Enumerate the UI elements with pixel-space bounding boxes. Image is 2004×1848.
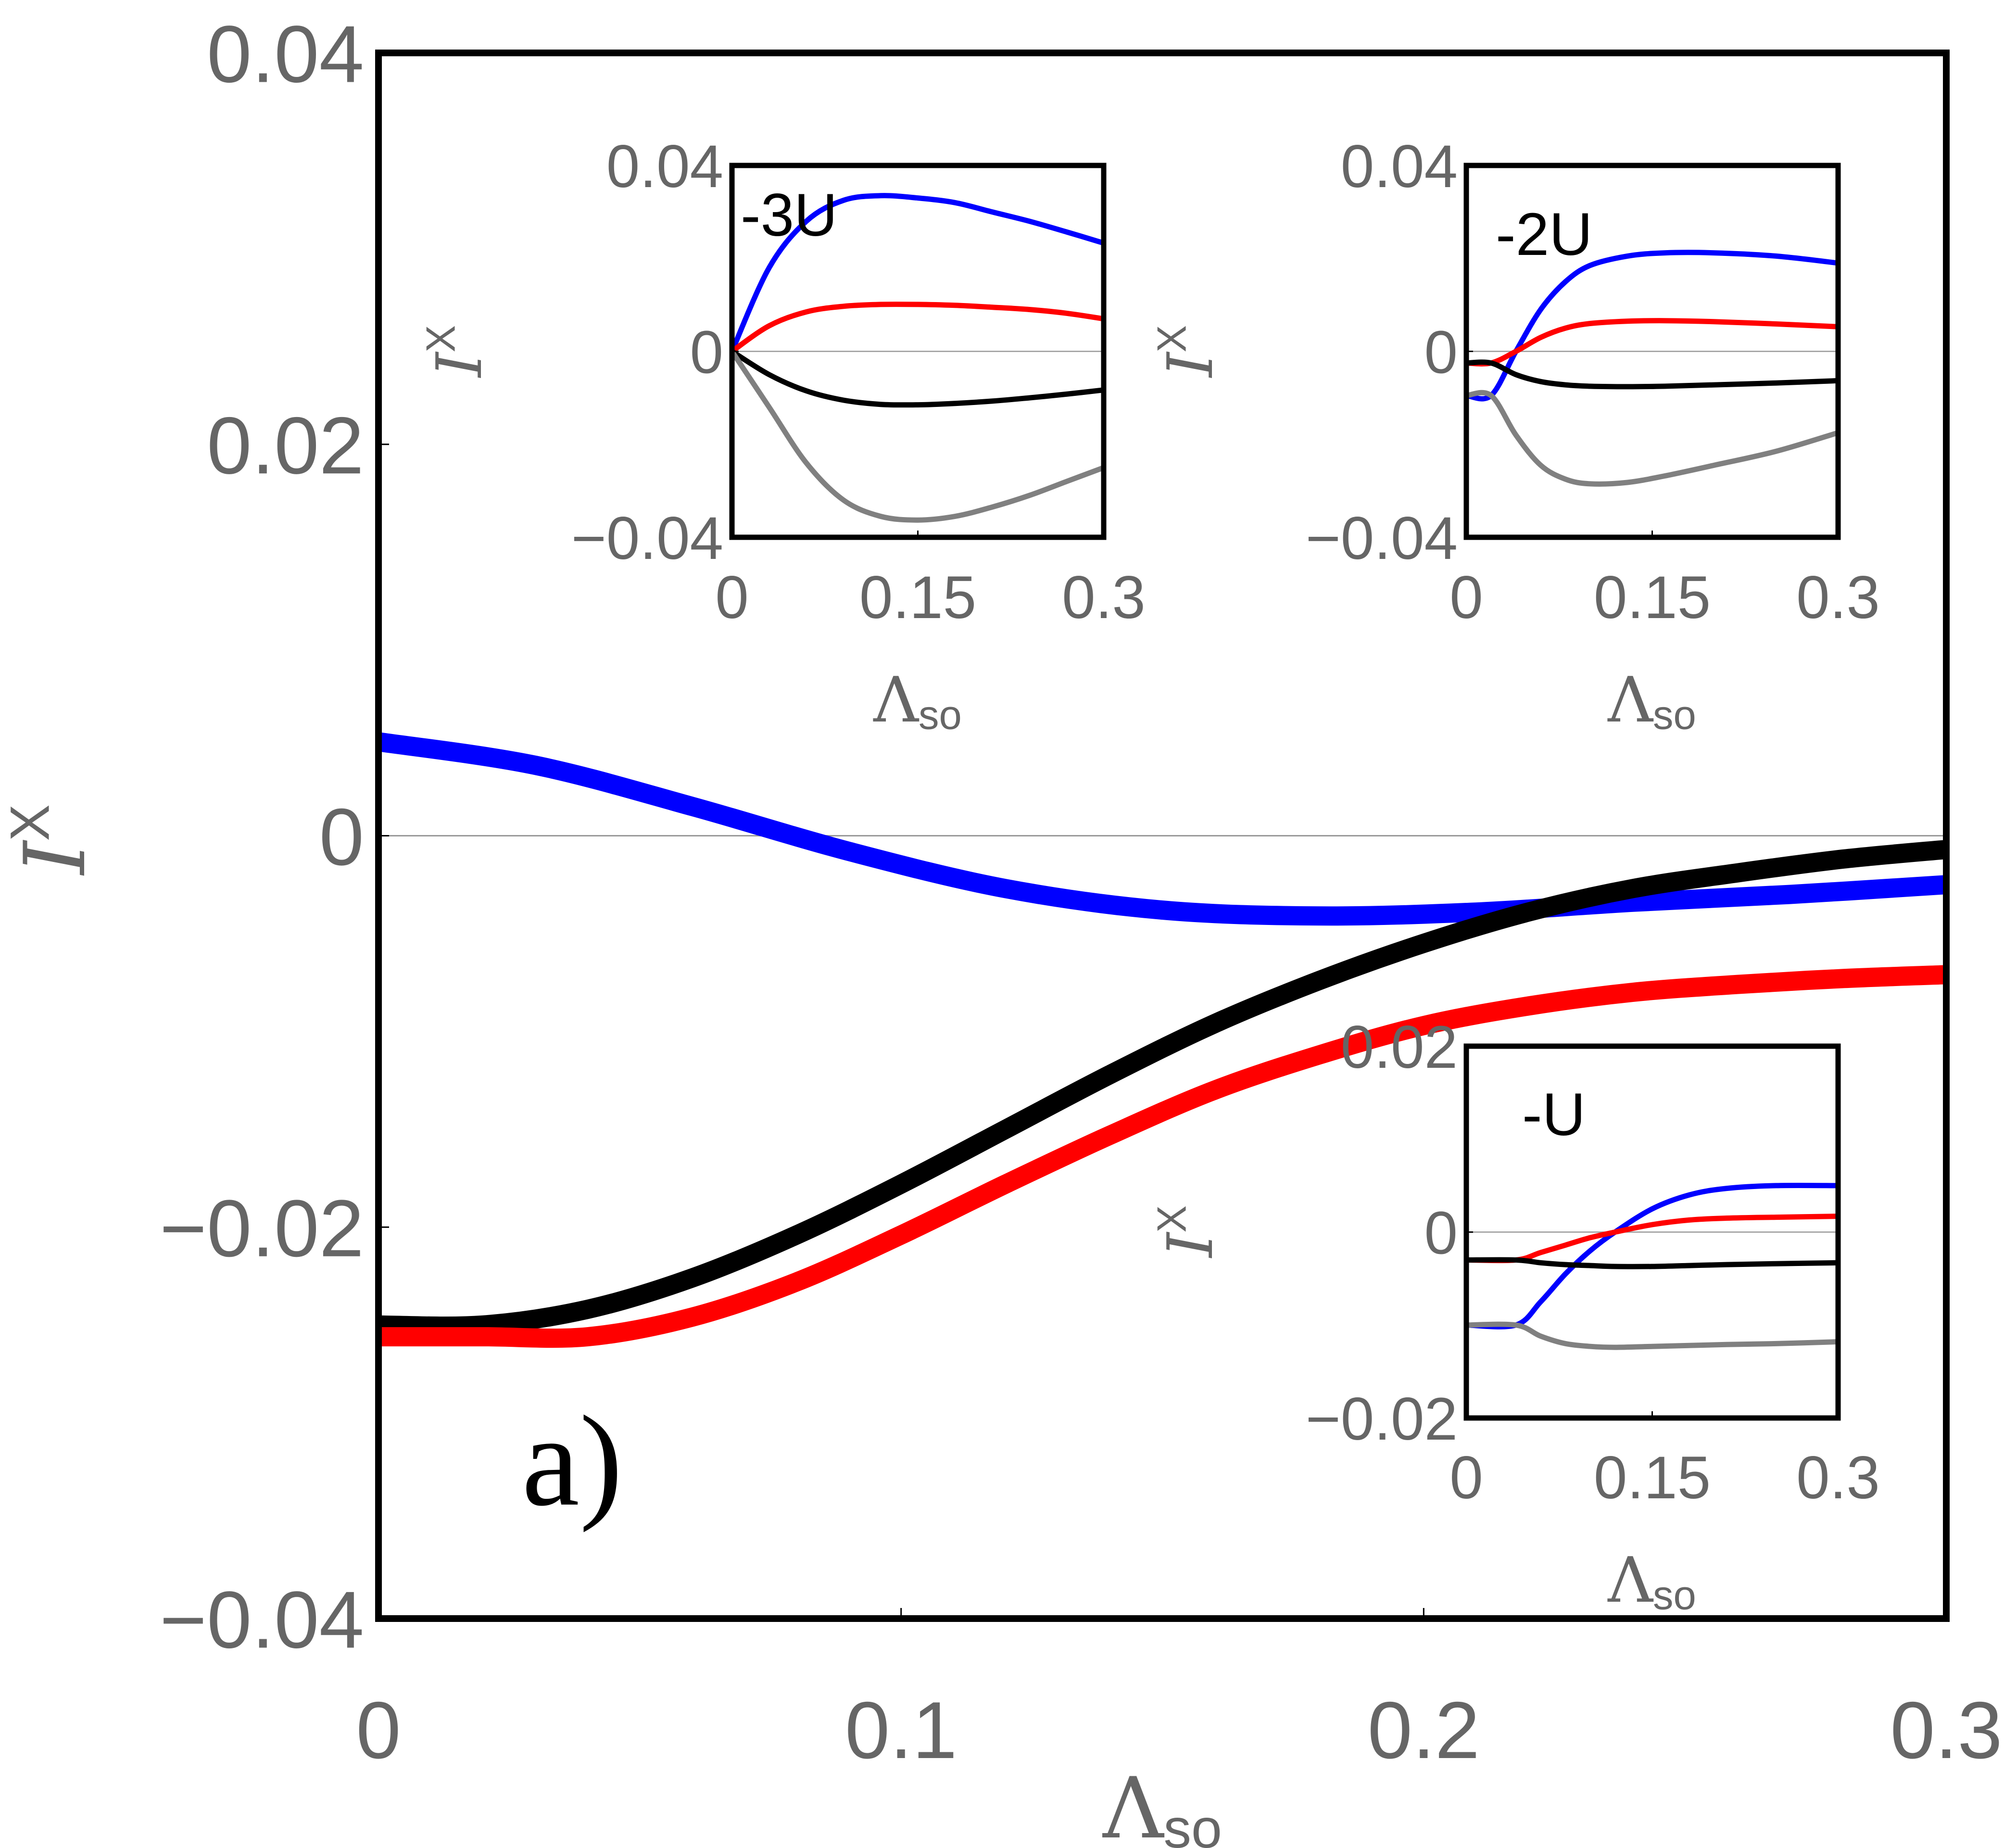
inset-3U-series-black — [732, 349, 1104, 408]
main-xtick-label-0-3: 0.3 — [1890, 1685, 2003, 1775]
main-ytick-label-0-02: 0.02 — [207, 400, 364, 491]
inset-3U-series-blue — [732, 193, 1104, 353]
main-xtick-label-0: 0 — [356, 1685, 401, 1775]
inset-U-xtick-label-0-3: 0.3 — [1796, 1444, 1880, 1511]
inset-U-ytick-label-minus-0-02: −0.02 — [1306, 1386, 1458, 1453]
inset-3U-xtick-label-0-3: 0.3 — [1062, 564, 1146, 631]
inset-2U-y-axis-label: IX — [1149, 325, 1227, 378]
inset-U-series-black — [1466, 1257, 1838, 1269]
inset-2U-ytick-label-0-04: 0.04 — [1341, 133, 1458, 200]
main-ytick-label-0: 0 — [319, 792, 364, 882]
inset-U-ytick-label-0: 0 — [1424, 1200, 1458, 1267]
main-y-axis-label: IX — [0, 804, 104, 876]
inset-U-ytick-label-0-02: 0.02 — [1341, 1014, 1458, 1081]
main-series-group — [378, 732, 1946, 1348]
inset-2U-ytick-label-minus-0-04: −0.04 — [1306, 505, 1458, 572]
inset-U-x-axis-label: Λso — [1607, 1544, 1696, 1619]
inset-3U-series-gray — [732, 350, 1104, 523]
inset-3U-ytick-label-0-04: 0.04 — [606, 133, 723, 200]
main-xtick-label-0-2: 0.2 — [1368, 1685, 1480, 1775]
inset-3U-xtick-label-0: 0 — [715, 564, 749, 631]
inset-3U-x-axis-label: Λso — [873, 663, 962, 738]
inset-U-series-red — [1466, 1214, 1838, 1264]
inset-U-xtick-label-0: 0 — [1449, 1444, 1483, 1511]
main-ytick-label-minus-0-04: −0.04 — [160, 1574, 364, 1665]
main-ytick-label-minus-0-02: −0.02 — [160, 1183, 364, 1274]
inset-2U-xtick-label-0: 0 — [1449, 564, 1483, 631]
inset-3U-xtick-label-0-15: 0.15 — [859, 564, 976, 631]
inset-2U-series-group — [1466, 250, 1838, 487]
inset-U-series-gray — [1466, 1321, 1838, 1350]
inset-3U-ytick-label-minus-0-04: −0.04 — [571, 505, 723, 572]
main-ytick-label-0-04: 0.04 — [207, 9, 364, 99]
inset-U-series-group — [1466, 1182, 1838, 1350]
main-series-black — [378, 840, 1946, 1336]
main-series-blue — [378, 732, 1946, 926]
inset-2U-xtick-label-0-3: 0.3 — [1796, 564, 1880, 631]
inset-2U-panel-annotation: -2U — [1496, 201, 1592, 268]
main-xtick-label-0-1: 0.1 — [845, 1685, 958, 1775]
main-panel-annotation: a) — [522, 1389, 623, 1533]
inset-U-panel-annotation: -U — [1522, 1081, 1586, 1148]
inset-2U-series-blue — [1466, 250, 1838, 402]
inset-2U-xtick-label-0-15: 0.15 — [1594, 564, 1711, 631]
main-x-axis-label: Λso — [1102, 1760, 1222, 1848]
inset-3U-ytick-label-0: 0 — [690, 319, 723, 386]
inset-2U-x-axis-label: Λso — [1607, 663, 1696, 738]
inset-3U-panel-annotation: -3U — [741, 182, 837, 249]
main-series-red — [378, 965, 1946, 1348]
inset-U-y-axis-label: IX — [1149, 1205, 1227, 1258]
inset-2U-series-black — [1466, 359, 1838, 390]
inset-3U-series-red — [732, 302, 1104, 354]
inset-3U-series-group — [732, 193, 1104, 523]
inset-2U-ytick-label-0: 0 — [1424, 319, 1458, 386]
inset-2U-series-gray — [1466, 390, 1838, 487]
inset-U-xtick-label-0-15: 0.15 — [1594, 1444, 1711, 1511]
inset-2U-series-red — [1466, 318, 1838, 367]
inset-3U-y-axis-label: IX — [418, 325, 496, 378]
